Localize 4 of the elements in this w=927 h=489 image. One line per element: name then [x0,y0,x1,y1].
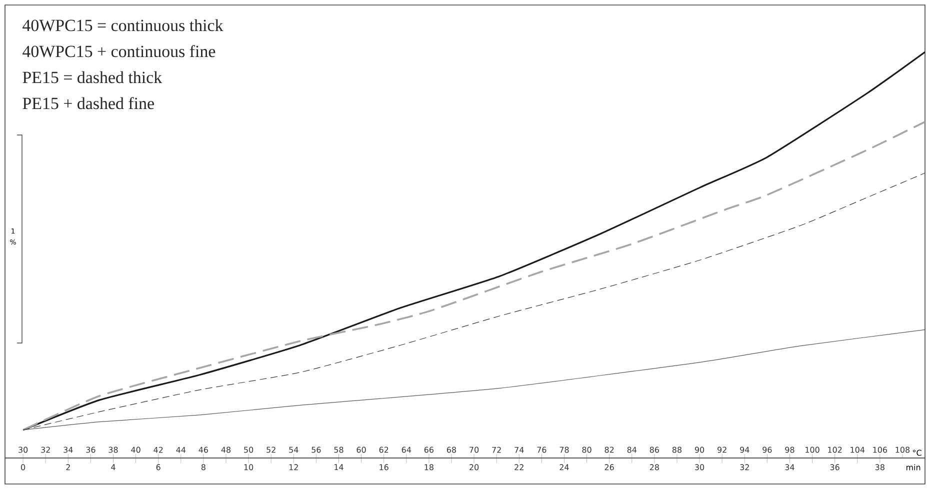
text: 40WPC15 = continuous thick [22,19,224,32]
annotation: PE15 + dashed fine [22,97,154,110]
annotation: 40WPC15 + continuous fine [22,45,216,58]
annotation: PE15 = dashed thick [22,71,162,84]
